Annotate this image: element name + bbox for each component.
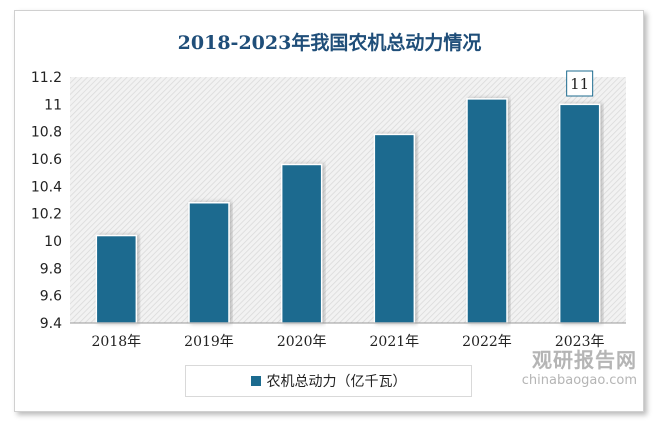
y-tick-label: 9.8 bbox=[40, 261, 62, 277]
bar-2023年 bbox=[558, 103, 601, 324]
data-label-box bbox=[566, 70, 594, 97]
x-tick-label: 2018年 bbox=[92, 334, 142, 350]
y-tick-label: 9.4 bbox=[40, 316, 62, 332]
chart-title: 2018-2023年我国农机总动力情况 bbox=[177, 32, 482, 54]
bar-2022年 bbox=[466, 98, 508, 324]
x-tick-label: 2022年 bbox=[462, 334, 512, 350]
y-tick-label: 10 bbox=[44, 234, 62, 250]
bar-2019年 bbox=[188, 201, 230, 324]
y-tick-label: 10.4 bbox=[31, 179, 62, 195]
legend-swatch bbox=[250, 376, 261, 386]
plot-area bbox=[70, 77, 626, 323]
data-label: 11 bbox=[570, 75, 589, 93]
y-tick-label: 11 bbox=[44, 97, 62, 113]
y-tick-label: 10.2 bbox=[31, 207, 62, 223]
bar-2020年 bbox=[280, 163, 323, 324]
watermark-name: 观研报告网 bbox=[532, 348, 637, 372]
x-tick-label: 2020年 bbox=[277, 334, 327, 350]
x-tick-label: 2019年 bbox=[184, 334, 234, 350]
watermark: 观研报告网 chinabaogao.com bbox=[522, 344, 637, 388]
y-tick-label: 11.2 bbox=[31, 70, 62, 86]
y-tick-label: 9.6 bbox=[40, 289, 62, 305]
x-tick-label: 2023年 bbox=[555, 334, 605, 350]
y-tick-label: 10.6 bbox=[31, 152, 62, 168]
bar-2021年 bbox=[373, 133, 416, 324]
bar-2018年 bbox=[95, 234, 138, 324]
y-tick-label: 10.8 bbox=[31, 125, 62, 141]
x-tick-label: 2021年 bbox=[370, 334, 420, 350]
watermark-url: chinabaogao.com bbox=[521, 373, 637, 388]
legend-label: 农机总动力（亿千瓦） bbox=[266, 374, 407, 390]
legend: 农机总动力（亿千瓦） bbox=[185, 365, 472, 397]
